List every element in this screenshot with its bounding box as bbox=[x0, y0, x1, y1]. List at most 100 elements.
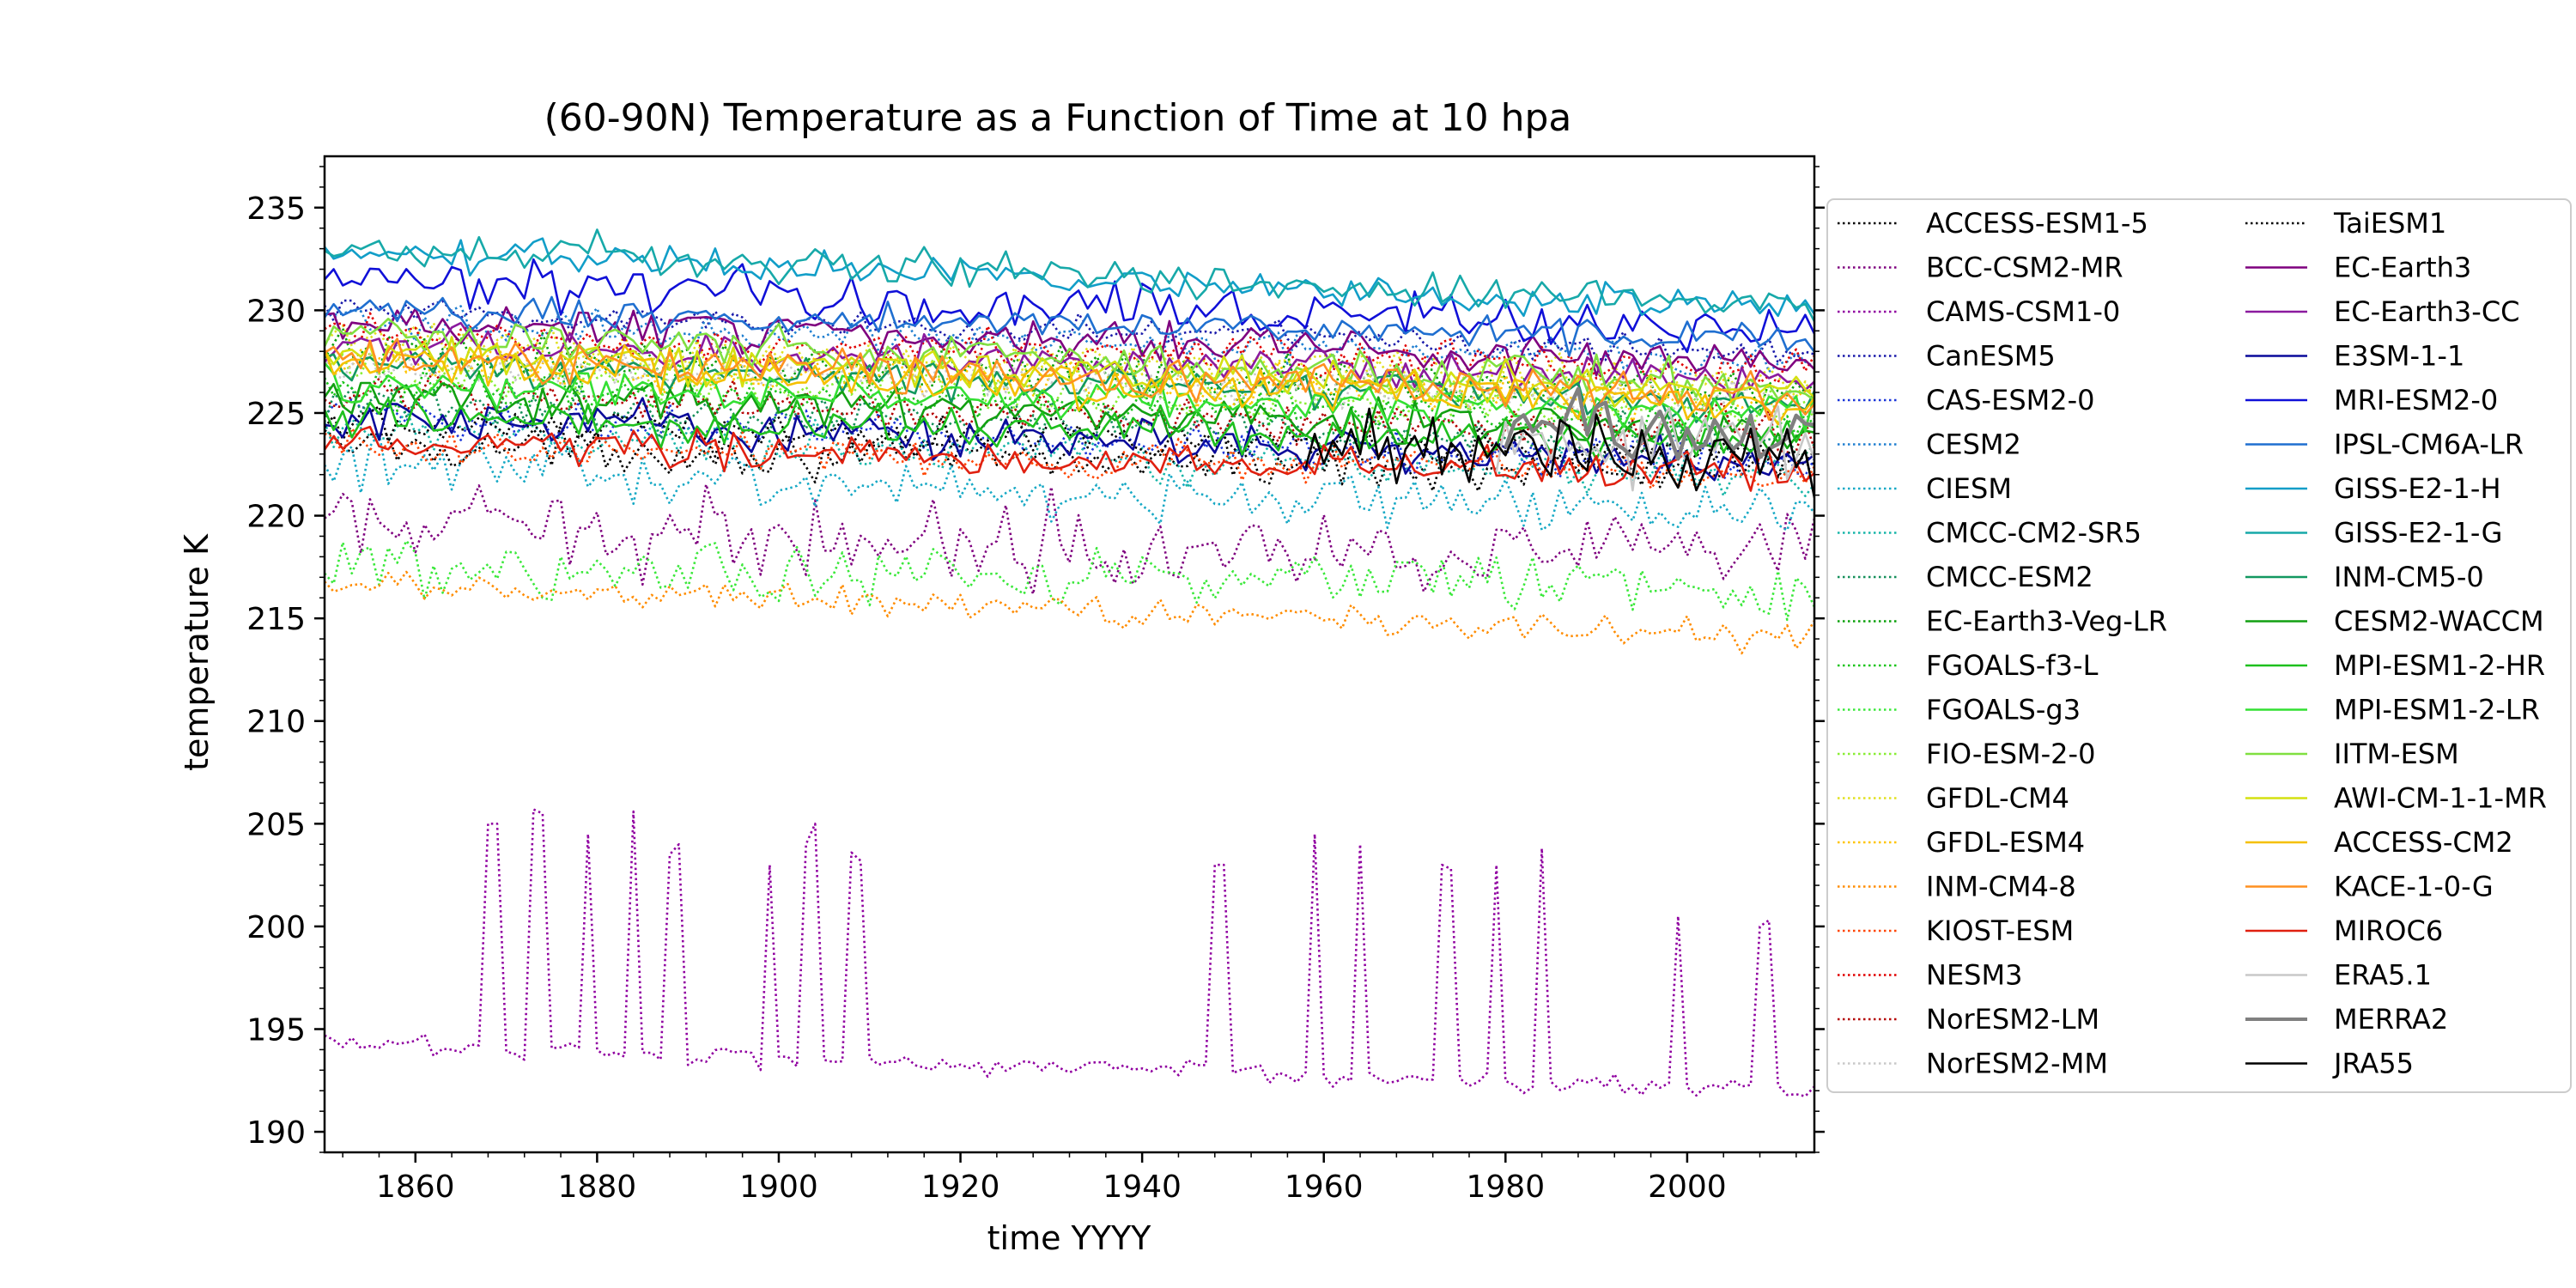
legend-item-cesm2-waccm: CESM2-WACCM bbox=[2245, 605, 2544, 638]
y-tick-label: 230 bbox=[246, 294, 306, 329]
legend-item-access-cm2: ACCESS-CM2 bbox=[2245, 826, 2513, 859]
legend-item-fgoals-g3: FGOALS-g3 bbox=[1838, 694, 2081, 726]
legend-label: ACCESS-CM2 bbox=[2334, 826, 2513, 859]
legend-label: GFDL-ESM4 bbox=[1926, 826, 2085, 859]
legend-item-e3sm-1-1: E3SM-1-1 bbox=[2245, 340, 2464, 373]
legend-label: FGOALS-g3 bbox=[1926, 694, 2081, 726]
legend-label: E3SM-1-1 bbox=[2334, 340, 2464, 373]
legend-label: CAS-ESM2-0 bbox=[1926, 384, 2095, 416]
series-line-cesm2 bbox=[325, 305, 1814, 376]
y-tick-label: 220 bbox=[246, 500, 306, 535]
series-line-bcc-csm2-mr bbox=[325, 483, 1814, 596]
x-tick-label: 1880 bbox=[558, 1170, 637, 1205]
x-tick-label: 1860 bbox=[376, 1170, 455, 1205]
x-tick-label: 1960 bbox=[1285, 1170, 1364, 1205]
legend-item-iitm-esm: IITM-ESM bbox=[2245, 738, 2459, 770]
legend-label: FGOALS-f3-L bbox=[1926, 649, 2099, 682]
legend-item-inm-cm4-8: INM-CM4-8 bbox=[1838, 871, 2076, 903]
legend-item-access-esm1-5: ACCESS-ESM1-5 bbox=[1838, 207, 2148, 240]
legend-label: MERRA2 bbox=[2334, 1003, 2448, 1036]
plot-area bbox=[323, 155, 1816, 1154]
series-line-ec-earth3-cc bbox=[325, 321, 1814, 401]
series-line-iitm-esm bbox=[325, 317, 1814, 406]
legend-item-giss-e2-1-h: GISS-E2-1-H bbox=[2245, 472, 2501, 505]
series-line-giss-e2-1-g bbox=[325, 228, 1814, 322]
series-line-nesm3 bbox=[325, 312, 1814, 390]
x-tick-label: 1980 bbox=[1466, 1170, 1545, 1205]
legend-item-ipsl-cm6a-lr: IPSL-CM6A-LR bbox=[2245, 428, 2524, 461]
legend-item-noresm2-lm: NorESM2-LM bbox=[1838, 1003, 2099, 1036]
x-axis-label: time YYYY bbox=[987, 1219, 1152, 1257]
y-tick-label: 210 bbox=[246, 705, 306, 740]
legend-label: GISS-E2-1-G bbox=[2334, 517, 2502, 550]
x-tick-label: 1940 bbox=[1103, 1170, 1182, 1205]
series-line-gfdl-cm4 bbox=[325, 321, 1814, 404]
series-line-kace-1-0-g bbox=[325, 337, 1814, 421]
legend-label: GFDL-CM4 bbox=[1926, 782, 2069, 815]
legend-item-cesm2: CESM2 bbox=[1838, 428, 2021, 461]
legend-label: BCC-CSM2-MR bbox=[1926, 252, 2123, 284]
legend-label: KACE-1-0-G bbox=[2334, 871, 2494, 903]
series-line-jra55 bbox=[1304, 407, 1814, 498]
legend-label: FIO-ESM-2-0 bbox=[1926, 738, 2095, 770]
x-tick-label: 1900 bbox=[739, 1170, 818, 1205]
legend-item-ec-earth3-cc: EC-Earth3-CC bbox=[2245, 295, 2520, 328]
y-axis: 190 195 200 205 210 215 220 225 230 235 bbox=[246, 166, 1825, 1153]
legend: ACCESS-ESM1-5 BCC-CSM2-MR CAMS-CSM1-0 CanES… bbox=[1826, 198, 2572, 1093]
legend-item-canesm5: CanESM5 bbox=[1838, 340, 2056, 373]
legend-label: CESM2 bbox=[1926, 428, 2021, 461]
legend-item-cmcc-esm2: CMCC-ESM2 bbox=[1838, 561, 2093, 593]
series-line-ec-earth3 bbox=[325, 306, 1814, 377]
y-tick-label: 215 bbox=[246, 602, 306, 637]
legend-item-mpi-esm1-2-lr: MPI-ESM1-2-LR bbox=[2245, 694, 2540, 726]
series-line-mri-esm2-0 bbox=[325, 258, 1814, 354]
series-line-era5-1 bbox=[1495, 405, 1814, 492]
legend-label: INM-CM5-0 bbox=[2334, 561, 2484, 593]
legend-item-ciesm: CIESM bbox=[1838, 472, 2012, 505]
legend-item-fgoals-f3-l: FGOALS-f3-L bbox=[1838, 649, 2099, 682]
legend-label: EC-Earth3-CC bbox=[2334, 295, 2520, 328]
x-tick-label: 1920 bbox=[921, 1170, 1000, 1205]
y-tick-label: 225 bbox=[246, 397, 306, 432]
legend-item-cmcc-cm2-sr5: CMCC-CM2-SR5 bbox=[1838, 517, 2142, 550]
y-tick-label: 235 bbox=[246, 191, 306, 227]
legend-label: JRA55 bbox=[2332, 1048, 2414, 1080]
legend-item-kace-1-0-g: KACE-1-0-G bbox=[2245, 871, 2494, 903]
legend-label: AWI-CM-1-1-MR bbox=[2334, 782, 2547, 815]
legend-label: ACCESS-ESM1-5 bbox=[1926, 207, 2148, 240]
legend-item-inm-cm5-0: INM-CM5-0 bbox=[2245, 561, 2484, 593]
legend-item-noresm2-mm: NorESM2-MM bbox=[1838, 1048, 2108, 1080]
legend-label: NorESM2-LM bbox=[1926, 1003, 2099, 1036]
legend-label: IITM-ESM bbox=[2334, 738, 2459, 770]
series-line-access-cm2 bbox=[325, 343, 1814, 426]
legend-item-nesm3: NESM3 bbox=[1838, 959, 2022, 992]
legend-item-mpi-esm1-2-hr: MPI-ESM1-2-HR bbox=[2245, 649, 2545, 682]
legend-label: INM-CM4-8 bbox=[1926, 871, 2076, 903]
series-line-giss-e2-1-h bbox=[325, 237, 1814, 318]
series-line-fgoals-g3 bbox=[325, 539, 1814, 622]
legend-label: CAMS-CSM1-0 bbox=[1926, 295, 2120, 328]
legend-label: GISS-E2-1-H bbox=[2334, 472, 2501, 505]
legend-item-ec-earth3-veg-lr: EC-Earth3-Veg-LR bbox=[1838, 605, 2167, 638]
legend-item-cas-esm2-0: CAS-ESM2-0 bbox=[1838, 384, 2095, 416]
x-axis: 1860 1880 1900 1920 1940 1960 1980 2000 bbox=[342, 1152, 1797, 1205]
legend-label: MPI-ESM1-2-LR bbox=[2334, 694, 2540, 726]
legend-label: ERA5.1 bbox=[2334, 959, 2432, 992]
legend-item-gfdl-esm4: GFDL-ESM4 bbox=[1838, 826, 2085, 859]
legend-label: CIESM bbox=[1926, 472, 2012, 505]
series-line-noresm2-mm bbox=[325, 350, 1814, 424]
legend-item-kiost-esm: KIOST-ESM bbox=[1838, 914, 2074, 947]
series-line-mpi-esm1-2-hr bbox=[325, 398, 1814, 461]
x-tick-label: 2000 bbox=[1648, 1170, 1727, 1205]
legend-label: NESM3 bbox=[1926, 959, 2022, 992]
legend-item-era5-1: ERA5.1 bbox=[2245, 959, 2432, 992]
legend-item-giss-e2-1-g: GISS-E2-1-G bbox=[2245, 517, 2502, 550]
series-line-cams-csm1-0 bbox=[325, 808, 1814, 1097]
legend-label: CESM2-WACCM bbox=[2334, 605, 2544, 638]
y-tick-label: 195 bbox=[246, 1012, 306, 1048]
legend-item-fio-esm-2-0: FIO-ESM-2-0 bbox=[1838, 738, 2095, 770]
legend-frame bbox=[1826, 198, 2572, 1093]
legend-label: EC-Earth3-Veg-LR bbox=[1926, 605, 2167, 638]
legend-label: IPSL-CM6A-LR bbox=[2334, 428, 2524, 461]
